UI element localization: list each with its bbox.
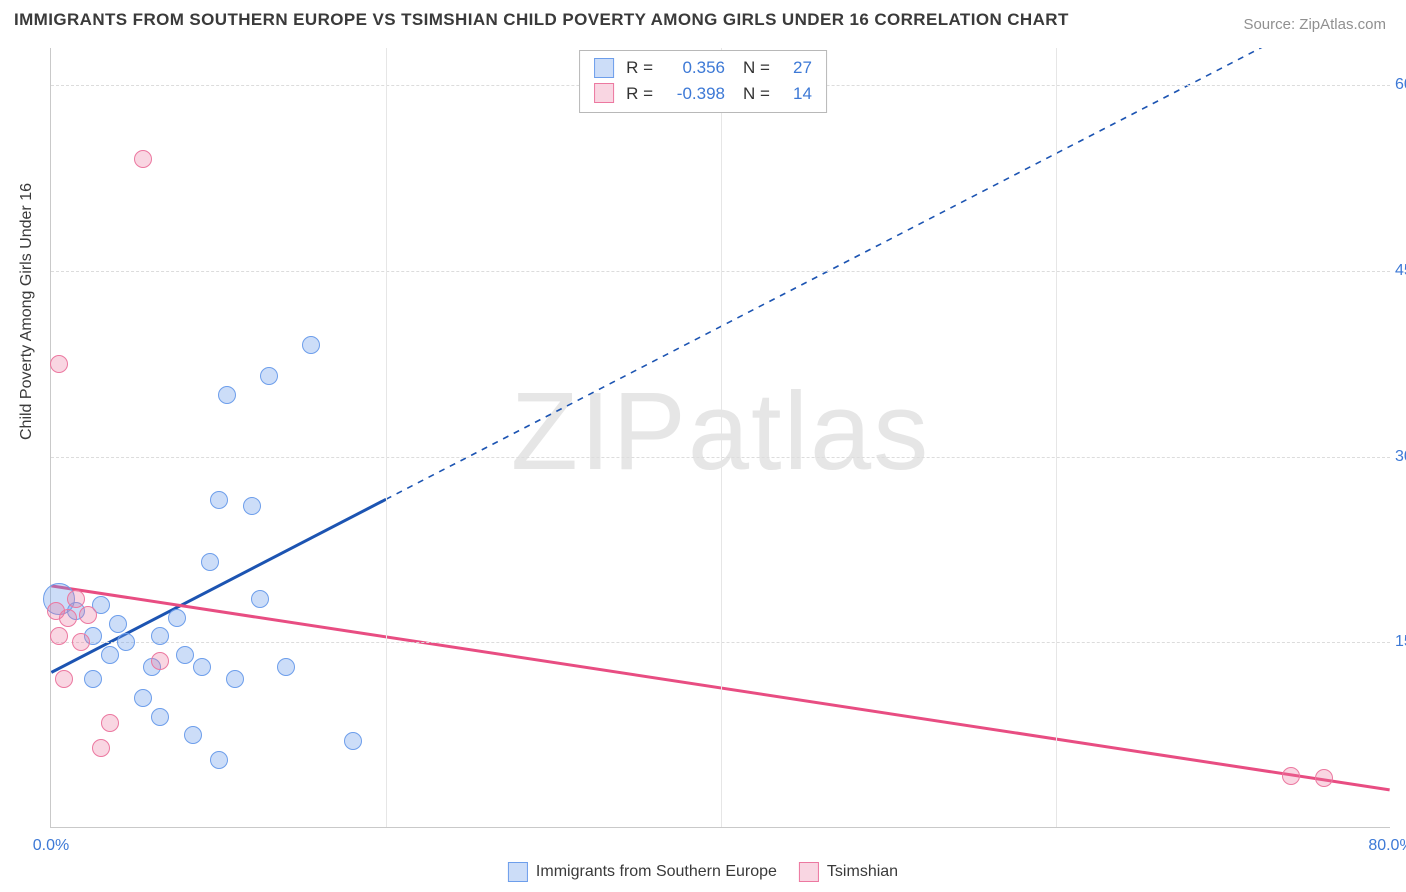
legend-n-label: N = bbox=[743, 81, 770, 107]
data-point bbox=[59, 609, 77, 627]
y-tick-label: 15.0% bbox=[1395, 633, 1406, 651]
legend-n-value: 14 bbox=[782, 81, 812, 107]
source-label: Source: ZipAtlas.com bbox=[1243, 16, 1386, 33]
legend-series: Immigrants from Southern Europe Tsimshian bbox=[508, 862, 898, 882]
data-point bbox=[79, 606, 97, 624]
chart-title: IMMIGRANTS FROM SOUTHERN EUROPE VS TSIMS… bbox=[14, 10, 1069, 30]
legend-swatch bbox=[799, 862, 819, 882]
data-point bbox=[84, 670, 102, 688]
data-point bbox=[117, 633, 135, 651]
legend-series-item: Tsimshian bbox=[799, 862, 898, 882]
data-point bbox=[344, 732, 362, 750]
y-axis-label: Child Poverty Among Girls Under 16 bbox=[18, 183, 36, 440]
data-point bbox=[55, 670, 73, 688]
x-tick-label: 80.0% bbox=[1368, 837, 1406, 855]
y-tick-label: 60.0% bbox=[1395, 76, 1406, 94]
data-point bbox=[226, 670, 244, 688]
data-point bbox=[109, 615, 127, 633]
data-point bbox=[101, 714, 119, 732]
legend-swatch bbox=[508, 862, 528, 882]
data-point bbox=[251, 590, 269, 608]
legend-r-value: 0.356 bbox=[665, 55, 725, 81]
legend-r-label: R = bbox=[626, 81, 653, 107]
legend-n-value: 27 bbox=[782, 55, 812, 81]
legend-r-label: R = bbox=[626, 55, 653, 81]
data-point bbox=[218, 386, 236, 404]
data-point bbox=[67, 590, 85, 608]
y-tick-label: 45.0% bbox=[1395, 262, 1406, 280]
data-point bbox=[151, 652, 169, 670]
legend-n-label: N = bbox=[743, 55, 770, 81]
legend-stats: R = 0.356 N = 27 R = -0.398 N = 14 bbox=[579, 50, 827, 113]
legend-stat-row: R = -0.398 N = 14 bbox=[594, 81, 812, 107]
data-point bbox=[201, 553, 219, 571]
data-point bbox=[92, 739, 110, 757]
data-point bbox=[50, 355, 68, 373]
data-point bbox=[176, 646, 194, 664]
y-tick-label: 30.0% bbox=[1395, 448, 1406, 466]
data-point bbox=[151, 627, 169, 645]
data-point bbox=[72, 633, 90, 651]
legend-swatch bbox=[594, 83, 614, 103]
data-point bbox=[184, 726, 202, 744]
data-point bbox=[277, 658, 295, 676]
data-point bbox=[193, 658, 211, 676]
legend-swatch bbox=[594, 58, 614, 78]
legend-r-value: -0.398 bbox=[665, 81, 725, 107]
data-point bbox=[210, 491, 228, 509]
data-point bbox=[134, 150, 152, 168]
gridline-v bbox=[721, 48, 722, 827]
legend-series-item: Immigrants from Southern Europe bbox=[508, 862, 777, 882]
data-point bbox=[168, 609, 186, 627]
legend-series-label: Tsimshian bbox=[827, 863, 898, 881]
gridline-v bbox=[386, 48, 387, 827]
data-point bbox=[134, 689, 152, 707]
data-point bbox=[260, 367, 278, 385]
data-point bbox=[101, 646, 119, 664]
data-point bbox=[243, 497, 261, 515]
legend-series-label: Immigrants from Southern Europe bbox=[536, 863, 777, 881]
gridline-v bbox=[1056, 48, 1057, 827]
data-point bbox=[1315, 769, 1333, 787]
legend-stat-row: R = 0.356 N = 27 bbox=[594, 55, 812, 81]
data-point bbox=[1282, 767, 1300, 785]
plot-area: ZIPatlas 15.0%30.0%45.0%60.0%0.0%80.0% bbox=[50, 48, 1390, 828]
data-point bbox=[302, 336, 320, 354]
data-point bbox=[151, 708, 169, 726]
x-tick-label: 0.0% bbox=[33, 837, 69, 855]
data-point bbox=[50, 627, 68, 645]
data-point bbox=[210, 751, 228, 769]
